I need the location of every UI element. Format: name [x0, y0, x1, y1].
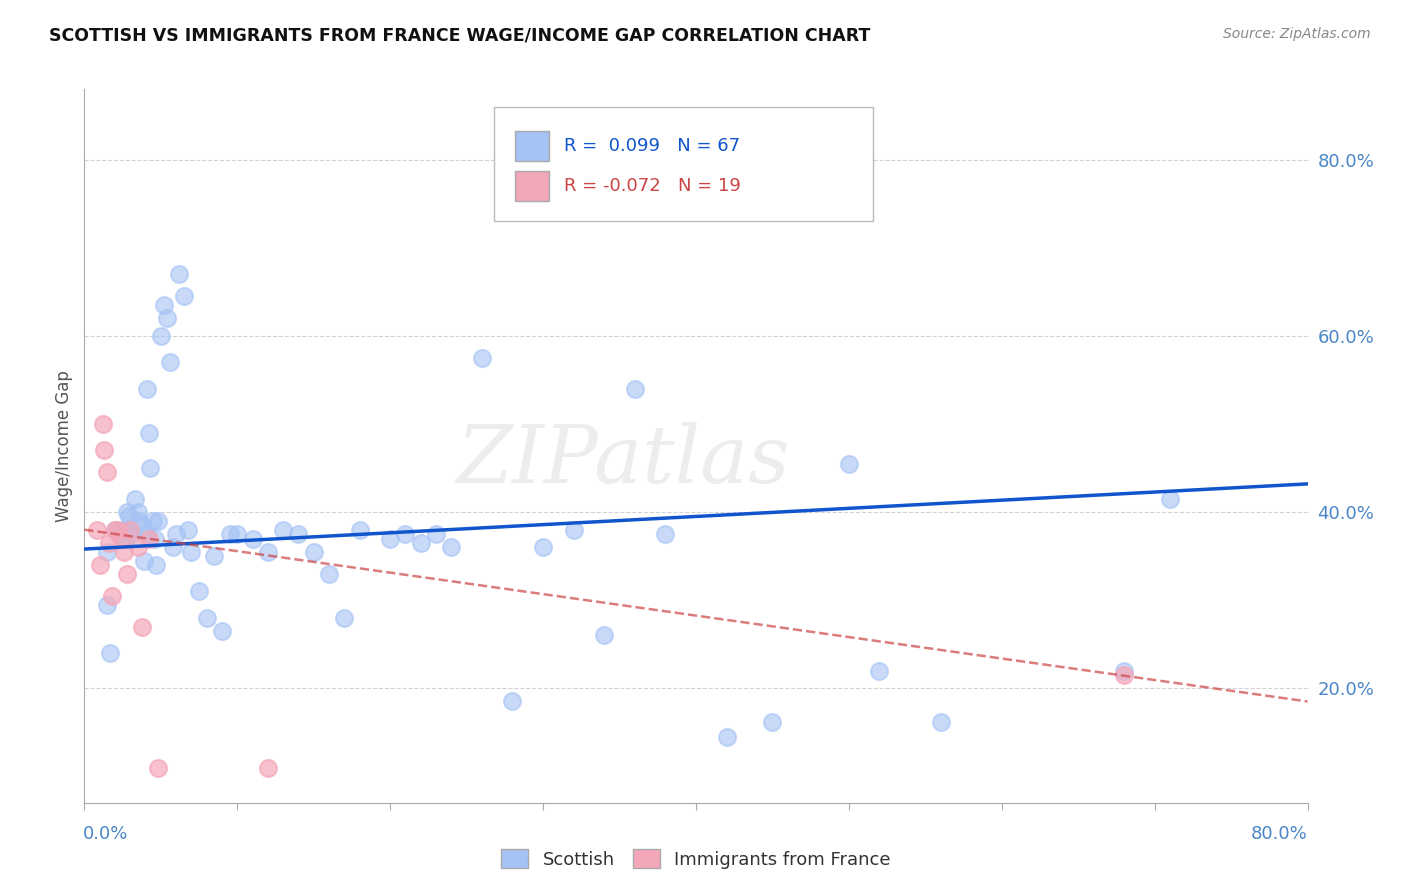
Point	[138, 532, 160, 546]
Point	[333, 611, 356, 625]
Point	[121, 527, 143, 541]
Point	[195, 611, 218, 625]
Text: Source: ZipAtlas.com: Source: ZipAtlas.com	[1223, 27, 1371, 41]
Point	[93, 443, 115, 458]
Text: 80.0%: 80.0%	[1251, 825, 1308, 843]
Point	[167, 267, 190, 281]
Point	[502, 694, 524, 708]
Point	[110, 532, 132, 546]
Point	[318, 566, 340, 581]
Point	[111, 523, 134, 537]
Point	[104, 523, 127, 537]
Point	[153, 298, 176, 312]
Point	[531, 541, 554, 555]
Point	[124, 491, 146, 506]
Point	[165, 527, 187, 541]
Point	[562, 523, 585, 537]
Point	[202, 549, 225, 563]
Point	[96, 545, 118, 559]
Point	[91, 417, 114, 431]
Point	[1159, 491, 1181, 506]
Point	[624, 382, 647, 396]
FancyBboxPatch shape	[515, 130, 550, 161]
Point	[120, 523, 142, 537]
FancyBboxPatch shape	[494, 107, 873, 221]
Point	[440, 541, 463, 555]
Point	[425, 527, 447, 541]
Point	[96, 598, 118, 612]
Point	[112, 532, 135, 546]
Point	[302, 545, 325, 559]
Point	[127, 541, 149, 555]
Point	[96, 466, 118, 480]
Text: 0.0%: 0.0%	[83, 825, 128, 843]
Point	[89, 558, 111, 572]
Point	[162, 541, 184, 555]
Point	[394, 527, 416, 541]
Point	[188, 584, 211, 599]
Point	[107, 523, 129, 537]
Point	[115, 505, 138, 519]
Point	[138, 425, 160, 440]
Text: ZIPatlas: ZIPatlas	[456, 422, 789, 499]
Point	[271, 523, 294, 537]
Point	[107, 527, 129, 541]
Point	[132, 553, 155, 567]
Point	[471, 351, 494, 365]
Point	[145, 558, 167, 572]
Point	[112, 545, 135, 559]
Point	[226, 527, 249, 541]
Point	[654, 527, 676, 541]
Point	[257, 545, 280, 559]
Point	[115, 566, 138, 581]
Point	[146, 514, 169, 528]
Legend: Scottish, Immigrants from France: Scottish, Immigrants from France	[494, 842, 898, 876]
Text: R =  0.099   N = 67: R = 0.099 N = 67	[564, 136, 740, 154]
Text: R = -0.072   N = 19: R = -0.072 N = 19	[564, 177, 741, 194]
Point	[104, 523, 127, 537]
Point	[127, 505, 149, 519]
Point	[349, 523, 371, 537]
Text: SCOTTISH VS IMMIGRANTS FROM FRANCE WAGE/INCOME GAP CORRELATION CHART: SCOTTISH VS IMMIGRANTS FROM FRANCE WAGE/…	[49, 27, 870, 45]
Point	[409, 536, 432, 550]
Point	[131, 518, 153, 533]
Point	[136, 382, 159, 396]
Point	[98, 646, 121, 660]
Point	[180, 545, 202, 559]
Point	[118, 509, 141, 524]
Point	[139, 461, 162, 475]
Point	[287, 527, 309, 541]
Point	[761, 714, 783, 729]
Point	[149, 329, 172, 343]
Point	[1114, 668, 1136, 682]
Y-axis label: Wage/Income Gap: Wage/Income Gap	[55, 370, 73, 522]
Point	[159, 355, 181, 369]
Point	[135, 527, 157, 541]
Point	[142, 514, 165, 528]
Point	[257, 760, 280, 774]
Point	[211, 624, 233, 638]
Point	[380, 532, 402, 546]
Point	[128, 514, 150, 528]
Point	[156, 311, 179, 326]
Point	[929, 714, 952, 729]
FancyBboxPatch shape	[515, 170, 550, 201]
Point	[97, 536, 120, 550]
Point	[242, 532, 264, 546]
Point	[146, 760, 169, 774]
Point	[131, 619, 153, 633]
Point	[1114, 664, 1136, 678]
Point	[218, 527, 240, 541]
Point	[593, 628, 616, 642]
Point	[838, 457, 860, 471]
Point	[101, 589, 124, 603]
Point	[86, 523, 108, 537]
Point	[716, 730, 738, 744]
Point	[173, 289, 195, 303]
Point	[143, 532, 166, 546]
Point	[177, 523, 200, 537]
Point	[120, 523, 142, 537]
Point	[869, 664, 891, 678]
